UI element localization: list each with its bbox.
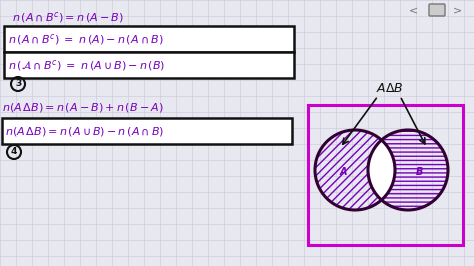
Bar [4, 52, 294, 78]
FancyBboxPatch shape [429, 4, 445, 16]
Polygon shape [368, 140, 395, 200]
Bar [4, 26, 294, 52]
Text: 4: 4 [11, 148, 17, 156]
Text: <: < [410, 5, 419, 15]
Text: >: > [453, 5, 463, 15]
Text: $n\,(\mathcal{A}\cap B^c)\;=\;n\,(A\cup B)-n\,(B)$: $n\,(\mathcal{A}\cap B^c)\;=\;n\,(A\cup … [8, 59, 165, 73]
Text: $A\Delta B$: $A\Delta B$ [376, 81, 404, 94]
Text: 3: 3 [15, 80, 21, 89]
Text: $n(A\,\Delta B) = n\,(A-B)+n\,(B-A)$: $n(A\,\Delta B) = n\,(A-B)+n\,(B-A)$ [2, 102, 164, 114]
Text: $n\,(A\cap B^c)\;=\;n\,(A)-n\,(A\cap B)$: $n\,(A\cap B^c)\;=\;n\,(A)-n\,(A\cap B)$ [8, 32, 164, 48]
Bar [2, 118, 292, 144]
Text: $n\,(A\cap B^c) = n\,(A-B)$: $n\,(A\cap B^c) = n\,(A-B)$ [12, 10, 124, 26]
Text: B: B [416, 167, 423, 177]
Text: A: A [340, 167, 347, 177]
Text: $n(A\,\Delta B)=n\,(A\cup B)-n\,(A\cap B)$: $n(A\,\Delta B)=n\,(A\cup B)-n\,(A\cap B… [5, 126, 164, 139]
Bar [308, 105, 463, 245]
